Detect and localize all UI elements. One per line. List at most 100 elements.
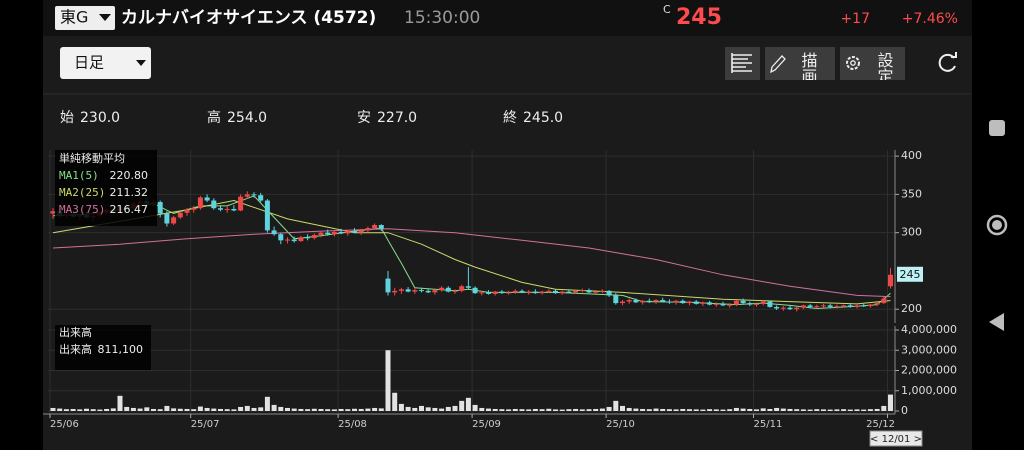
candle-body <box>506 292 512 294</box>
candle-body <box>164 213 170 224</box>
settings-button[interactable] <box>840 47 905 80</box>
volume-bar <box>264 396 270 411</box>
volume-bar <box>727 409 733 411</box>
volume-bar <box>378 408 384 411</box>
volume-bar <box>546 408 552 411</box>
volume-bar <box>84 408 89 411</box>
volume-bar <box>653 408 659 411</box>
ma-line <box>52 199 891 305</box>
candle-body <box>640 300 646 303</box>
candle-body <box>372 225 378 229</box>
period-label: 日足 <box>74 54 104 72</box>
volume-bar <box>673 409 679 411</box>
volume-bar <box>606 406 612 411</box>
draw-label: 描画 <box>799 52 818 84</box>
list-icon <box>731 53 752 73</box>
candle-body <box>499 291 505 294</box>
volume-bar <box>104 408 110 411</box>
refresh-arrow <box>951 52 957 58</box>
candle-body <box>620 301 625 304</box>
candle-body <box>405 289 411 292</box>
candle-body <box>586 290 592 293</box>
market-select[interactable] <box>55 6 115 30</box>
volume-bar <box>405 406 411 411</box>
nav-recent[interactable] <box>989 120 1005 136</box>
ma-legend-title: 単純移動平均 <box>59 151 125 165</box>
candle-body <box>673 300 679 303</box>
volume-bar <box>834 409 840 411</box>
candle-body <box>633 300 639 303</box>
volume-bar <box>278 406 284 411</box>
ma-legend-value: 216.47 <box>110 203 149 216</box>
volume-bar <box>814 409 820 411</box>
volume-bar <box>566 409 572 411</box>
candle-body <box>847 305 853 307</box>
nav-back[interactable] <box>989 313 1004 331</box>
candle-body <box>599 290 605 292</box>
date-box[interactable] <box>869 430 923 447</box>
last-price-label: 245 <box>900 268 921 281</box>
volume-bar <box>720 409 726 411</box>
candle-body <box>412 290 418 292</box>
volume-bar <box>633 408 639 411</box>
candle-body <box>827 305 833 307</box>
volume-bar <box>626 407 632 411</box>
y-tick-label: 0 <box>901 404 908 417</box>
y-tick-label: 3,000,000 <box>901 343 957 356</box>
volume-bar <box>338 408 344 411</box>
candle-body <box>285 239 290 241</box>
date-box-label: < 12/01 > <box>870 434 922 445</box>
period-select[interactable] <box>60 47 151 79</box>
candle-body <box>452 290 458 292</box>
candle-body <box>867 304 873 307</box>
candle-body <box>465 286 471 288</box>
volume-bar <box>251 407 257 411</box>
candle-body <box>573 290 579 293</box>
volume-bar <box>157 409 163 411</box>
y-tick-label: 300 <box>901 226 922 239</box>
volume-bar <box>506 409 512 411</box>
volume-legend-bg <box>55 325 151 370</box>
candle-body <box>680 300 686 304</box>
volume-bar <box>311 408 317 411</box>
candle-body <box>747 303 753 305</box>
volume-bar <box>519 409 525 411</box>
candle-body <box>787 307 793 310</box>
x-tick-label: 25/11 <box>754 419 783 430</box>
volume-legend-value: 811,100 <box>98 343 144 356</box>
y-tick-label: 1,000,000 <box>901 384 957 397</box>
candle-body <box>365 228 371 231</box>
volume-bar <box>620 405 625 411</box>
ma-line <box>52 228 891 298</box>
candle-body <box>238 196 244 211</box>
dropdown-arrow <box>136 60 146 66</box>
volume-bar <box>847 409 853 411</box>
draw-button[interactable] <box>765 47 835 80</box>
volume-bar <box>419 405 424 411</box>
volume-bar <box>197 406 203 411</box>
volume-bar <box>97 409 103 411</box>
volume-bar <box>144 407 150 411</box>
volume-bar <box>77 409 83 411</box>
pencil-icon <box>770 55 786 74</box>
volume-bar <box>57 408 63 411</box>
ma-legend-value: 211.32 <box>110 186 149 199</box>
candle-body <box>157 202 163 214</box>
candle-body <box>224 208 230 210</box>
candle-body <box>271 230 277 235</box>
volume-bar <box>573 408 579 411</box>
refresh-icon[interactable] <box>938 53 956 72</box>
volume-bar <box>700 409 706 411</box>
summary-value: 227.0 <box>377 110 417 126</box>
candle-body <box>646 300 652 302</box>
volume-bar <box>774 407 780 411</box>
candle-body <box>834 306 840 308</box>
candle-body <box>519 290 525 293</box>
candle-body <box>338 231 344 234</box>
candle-body <box>713 303 719 305</box>
volume-bar <box>110 408 116 411</box>
y-tick-label: 200 <box>901 302 922 315</box>
candle-body <box>486 292 491 294</box>
candle-body <box>814 306 820 308</box>
nav-home[interactable] <box>986 214 1008 236</box>
